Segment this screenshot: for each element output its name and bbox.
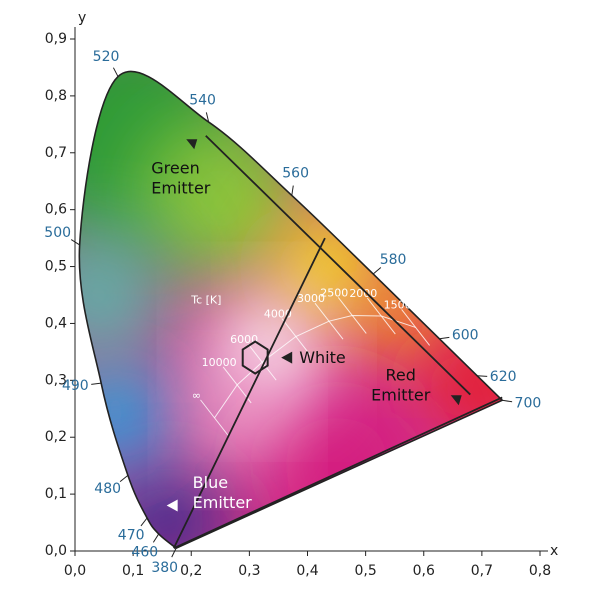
wavelength-label: 620 (490, 369, 517, 385)
tc-label: Tc [K] (190, 294, 221, 307)
x-tick-label: 0,5 (354, 563, 376, 579)
y-tick-label: 0,6 (45, 202, 67, 218)
isotherm (337, 297, 367, 334)
isotherm (200, 399, 229, 437)
locus-tick (112, 67, 119, 77)
color-blob (108, 462, 228, 549)
wavelength-label: 500 (44, 225, 71, 241)
emitter-label: Emitter (371, 386, 431, 405)
white-marker (281, 351, 293, 364)
locus-tick (205, 112, 210, 123)
y-tick-label: 0,4 (45, 315, 67, 331)
color-blob (192, 375, 283, 466)
color-blob (421, 326, 503, 447)
isotherm (401, 309, 431, 346)
wavelength-label: 540 (189, 93, 216, 109)
isotherm (247, 343, 277, 381)
locus-tick (439, 336, 450, 340)
locus-tick (477, 375, 488, 377)
temperature-label: 2500 (320, 286, 348, 299)
temperature-label: 10000 (202, 356, 237, 369)
x-tick-label: 0,6 (413, 563, 435, 579)
wavelength-label: 380 (151, 560, 178, 576)
isotherm (366, 297, 396, 335)
locus-tick (152, 533, 160, 543)
x-tick-label: 0,4 (296, 563, 318, 579)
wavelength-label: 600 (452, 328, 479, 344)
x-tick-label: 0,1 (122, 563, 144, 579)
y-axis-label: y (78, 10, 86, 26)
temperature-label: 3000 (297, 292, 325, 305)
emitter-label: Red (386, 366, 416, 385)
y-tick-label: 0,3 (45, 372, 67, 388)
y-tick-label: 0,8 (45, 88, 67, 104)
wavelength-label: 490 (62, 378, 89, 394)
emitter-marker (186, 139, 198, 150)
wavelength-label: 700 (515, 396, 542, 412)
temperature-label: 6000 (230, 333, 258, 346)
emitter-marker (166, 499, 178, 512)
x-tick-label: 0,8 (529, 563, 551, 579)
x-axis-label: x (550, 543, 558, 559)
y-tick-label: 0,2 (45, 429, 67, 445)
isotherm (314, 302, 344, 340)
locus-tick (502, 399, 513, 403)
temperature-label: ∞ (192, 389, 201, 402)
x-tick-label: 0,2 (180, 563, 202, 579)
y-tick-label: 0,1 (45, 486, 67, 502)
emitter-label: Emitter (151, 179, 211, 198)
wavelength-label: 480 (94, 481, 121, 497)
y-tick-label: 0,7 (45, 145, 67, 161)
x-tick-label: 0,3 (238, 563, 260, 579)
locus-tick (372, 267, 382, 275)
locus-tick (91, 382, 102, 385)
white-label: White (299, 348, 346, 367)
temperature-label: 1500 (384, 298, 412, 311)
white-point (241, 340, 269, 375)
wavelength-label: 470 (118, 527, 145, 543)
gamut-line (205, 135, 471, 396)
emitter-label: Green (151, 159, 199, 178)
wavelength-label: 580 (380, 252, 407, 268)
locus-tick (171, 547, 177, 558)
locus-tick (140, 517, 148, 527)
y-tick-label: 0,5 (45, 259, 67, 275)
locus-tick (291, 185, 294, 196)
color-blob (79, 354, 176, 475)
emitter-label: Emitter (193, 493, 253, 512)
temperature-label: 4000 (264, 308, 292, 321)
isotherm (281, 318, 311, 355)
emitter-label: Blue (193, 473, 228, 492)
color-blob (79, 225, 169, 365)
wavelength-label: 520 (93, 49, 120, 65)
gamut-line (173, 396, 503, 549)
y-tick-label: 0,9 (45, 31, 67, 47)
locus-tick (70, 239, 80, 246)
x-tick-label: 0,7 (471, 563, 493, 579)
locus-tick (119, 474, 129, 483)
wavelength-label: 560 (282, 166, 309, 182)
wavelength-label: 460 (131, 545, 158, 561)
emitter-marker (450, 395, 462, 406)
isotherm (222, 366, 252, 404)
planckian-locus (214, 314, 416, 419)
gamut-line (173, 237, 326, 549)
y-tick-label: 0,0 (45, 543, 67, 559)
x-tick-label: 0,0 (64, 563, 86, 579)
